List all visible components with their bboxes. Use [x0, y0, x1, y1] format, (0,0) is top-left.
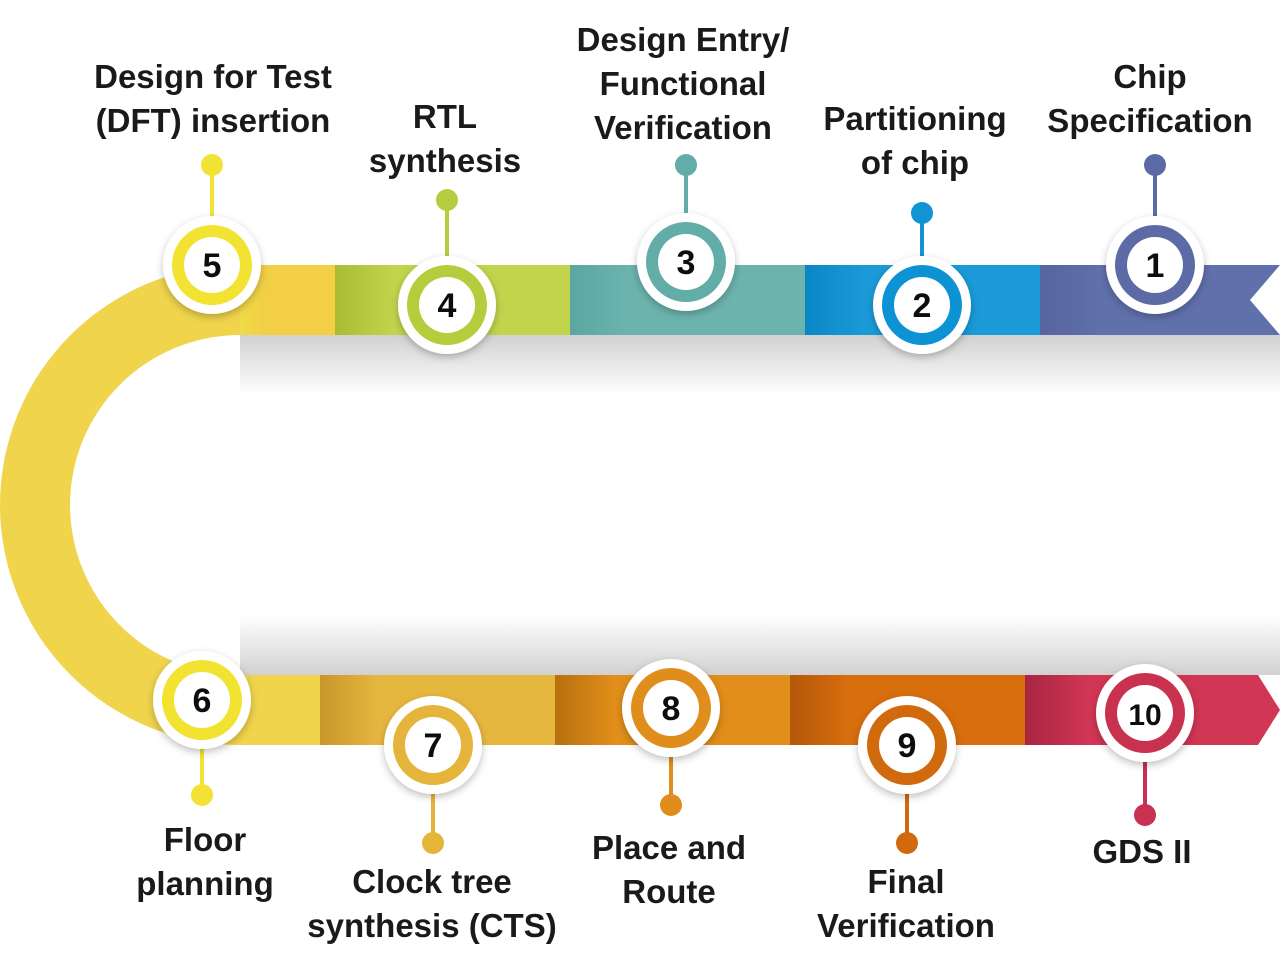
step-node-1: 1	[1106, 216, 1204, 314]
connector-dot-7	[422, 832, 444, 854]
step-label-7: Clock tree synthesis (CTS)	[307, 860, 556, 948]
step-node-2: 2	[873, 256, 971, 354]
step-label-5: Design for Test (DFT) insertion	[94, 55, 332, 143]
node-center	[879, 717, 935, 773]
step-label-line: Verification	[817, 907, 995, 944]
step-node-10: 10	[1096, 664, 1194, 762]
step-label-line: Chip	[1113, 58, 1187, 95]
step-node-8: 8	[622, 659, 720, 757]
node-center	[658, 234, 714, 290]
step-label-line: of chip	[860, 144, 970, 181]
step-label-line: Verification	[594, 109, 772, 146]
step-label-line: Floor	[163, 821, 247, 858]
step-number: 9	[898, 727, 917, 765]
step-node-3: 3	[637, 213, 735, 311]
step-label-4: RTL synthesis	[369, 95, 521, 183]
node-center	[405, 717, 461, 773]
connector-dot-10	[1134, 804, 1156, 826]
step-label-line: Design Entry/	[576, 21, 790, 58]
node-center	[174, 672, 230, 728]
ribbon-segment-6	[240, 675, 320, 745]
node-center	[1127, 237, 1183, 293]
step-label-3: Design Entry/Functional Verification	[577, 18, 790, 150]
connector-dot-2	[911, 202, 933, 224]
step-label-line: RTL	[412, 98, 478, 135]
node-center	[894, 277, 950, 333]
step-number: 6	[193, 682, 212, 720]
step-nodes: 1 2 3 4 5 6 7 8 9 10	[153, 154, 1204, 854]
u-turn-curve	[0, 265, 240, 745]
step-label-9: Final Verification	[817, 860, 995, 948]
step-label-line: (DFT) insertion	[95, 102, 331, 139]
step-label-line: Route	[622, 873, 716, 910]
step-node-9: 9	[858, 696, 956, 794]
connector-dot-4	[436, 189, 458, 211]
connector-dot-8	[660, 794, 682, 816]
node-center	[1117, 685, 1173, 741]
step-number: 8	[662, 690, 681, 728]
bottom-ribbon-shadow	[240, 615, 1280, 675]
step-label-10: GDS II	[1092, 830, 1191, 874]
step-node-7: 7	[384, 696, 482, 794]
node-center	[184, 237, 240, 293]
step-label-line: Specification	[1047, 102, 1253, 139]
step-label-8: Place and Route	[592, 826, 746, 914]
step-label-1: Chip Specification	[1047, 55, 1252, 143]
step-label-line: Functional	[599, 65, 767, 102]
step-number: 4	[438, 287, 457, 325]
top-ribbon-shadow	[240, 335, 1280, 395]
step-label-line: Partitioning	[823, 100, 1007, 137]
step-label-line: Clock tree	[352, 863, 512, 900]
step-label-line: synthesis (CTS)	[307, 907, 557, 944]
step-number: 10	[1128, 699, 1161, 732]
step-label-line: Design for Test	[94, 58, 332, 95]
step-number: 5	[203, 247, 222, 285]
step-label-line: Final	[867, 863, 945, 900]
step-label-6: Floor planning	[136, 818, 273, 906]
ribbon-segment-5	[240, 265, 335, 335]
connector-dot-3	[675, 154, 697, 176]
step-node-5: 5	[163, 216, 261, 314]
connector-dot-6	[191, 784, 213, 806]
step-label-line: planning	[136, 865, 274, 902]
step-number: 7	[424, 727, 443, 765]
step-node-6: 6	[153, 651, 251, 749]
step-label-line: Place and	[591, 829, 747, 866]
connector-dot-5	[201, 154, 223, 176]
node-center	[419, 277, 475, 333]
connector-dot-1	[1144, 154, 1166, 176]
connector-dot-9	[896, 832, 918, 854]
step-number: 2	[913, 287, 932, 325]
step-node-4: 4	[398, 256, 496, 354]
step-number: 1	[1146, 247, 1165, 285]
step-label-line: GDS II	[1092, 833, 1192, 870]
step-label-line: synthesis	[368, 142, 522, 179]
step-label-2: Partitioning of chip	[823, 97, 1006, 185]
step-number: 3	[677, 244, 696, 282]
node-center	[643, 680, 699, 736]
